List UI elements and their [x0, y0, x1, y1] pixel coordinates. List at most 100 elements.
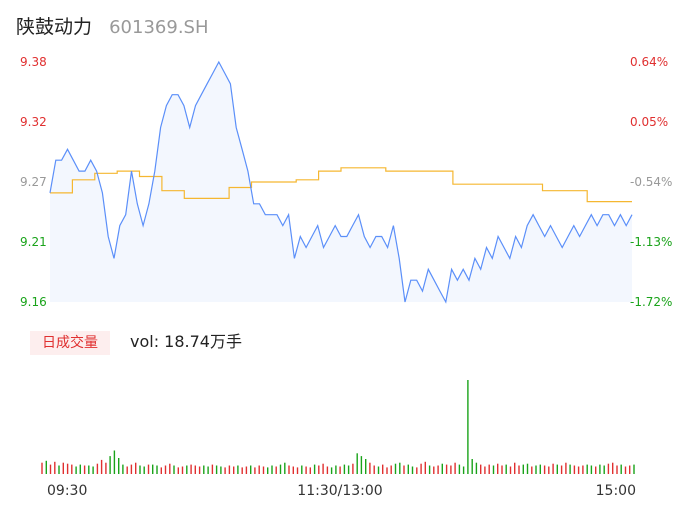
volume-bar — [565, 462, 567, 474]
volume-bar — [113, 450, 116, 474]
volume-bar — [79, 464, 81, 474]
y-tick-right: 0.64% — [630, 55, 668, 69]
volume-bar — [292, 466, 294, 474]
volume-bar — [71, 464, 73, 474]
volume-bar — [531, 466, 533, 474]
volume-bar — [612, 462, 614, 474]
volume-bar — [228, 465, 231, 474]
volume-bar — [160, 467, 162, 474]
x-tick: 11:30/13:00 — [297, 483, 382, 499]
volume-bar — [152, 464, 154, 474]
volume-bar — [267, 467, 269, 474]
volume-bar — [96, 463, 99, 474]
volume-bar — [603, 465, 605, 474]
title-row: 陕鼓动力 601369.SH — [16, 12, 209, 40]
y-tick-left: 9.32 — [20, 115, 47, 129]
volume-bar — [624, 466, 627, 474]
volume-bar — [590, 465, 593, 474]
volume-bar — [514, 462, 516, 474]
volume-bar — [407, 464, 409, 474]
volume-bar — [505, 464, 507, 474]
y-tick-left: 9.27 — [20, 175, 47, 189]
volume-bar — [343, 464, 346, 474]
volume-bar — [45, 460, 47, 474]
volume-bar — [373, 465, 375, 474]
y-ticks-left: 9.38 9.32 9.27 9.21 9.16 — [20, 55, 47, 309]
volume-bar — [484, 466, 486, 474]
volume-bar — [390, 465, 392, 474]
volume-bar — [480, 464, 482, 474]
stock-name: 陕鼓动力 — [16, 16, 93, 38]
volume-bar — [488, 464, 490, 474]
volume-bar — [203, 465, 205, 474]
volume-bar — [75, 466, 77, 474]
volume-bar — [552, 463, 554, 474]
volume-bar — [207, 466, 209, 474]
volume-bar — [194, 465, 196, 474]
volume-bar — [211, 464, 214, 474]
stock-code: 601369.SH — [109, 17, 209, 38]
price-line-layer — [49, 60, 633, 304]
x-tick: 09:30 — [47, 483, 87, 499]
volume-bar — [518, 465, 520, 474]
volume-bar — [471, 459, 473, 474]
volume-bar — [522, 464, 524, 474]
volume-bar — [58, 465, 60, 474]
volume-bar — [326, 466, 329, 474]
volume-bar — [83, 465, 86, 474]
volume-bar — [339, 466, 341, 474]
volume-bar — [88, 465, 90, 474]
volume-bar — [186, 465, 188, 474]
volume-bar — [424, 461, 426, 474]
volume-bar — [428, 465, 431, 474]
volume-bar — [569, 464, 571, 474]
y-tick-left: 9.38 — [20, 55, 47, 69]
volume-bar — [100, 459, 103, 474]
volume-bar — [475, 462, 478, 474]
volume-bar — [441, 463, 443, 474]
volume-bar — [462, 466, 465, 474]
volume-bar — [250, 465, 252, 474]
volume-bar — [54, 461, 56, 474]
y-tick-left: 9.21 — [20, 235, 47, 249]
volume-bar — [539, 464, 541, 474]
volume-bar — [595, 466, 597, 474]
volume-bar — [352, 463, 354, 474]
volume-bar — [347, 465, 350, 474]
volume-bar — [288, 465, 290, 474]
volume-bar — [403, 465, 405, 474]
volume-bar — [560, 465, 563, 474]
volume-bar — [586, 464, 588, 474]
volume-bars — [41, 380, 635, 474]
volume-bar — [92, 466, 94, 474]
y-tick-right: 0.05% — [630, 115, 668, 129]
volume-bar — [322, 463, 324, 474]
volume-bar — [577, 466, 580, 474]
volume-bar — [454, 462, 456, 474]
volume-bar — [262, 466, 265, 474]
volume-bar — [118, 458, 120, 474]
volume-bar — [411, 466, 414, 474]
volume-bar — [135, 462, 137, 474]
volume-bar — [599, 464, 601, 474]
time-axis: 09:30 11:30/13:00 15:00 — [47, 483, 636, 499]
volume-bar — [313, 464, 316, 474]
volume-bar — [109, 456, 111, 474]
volume-bar — [458, 464, 461, 474]
volume-bar — [126, 466, 128, 474]
volume-bar — [275, 466, 277, 474]
avg-line-layer — [50, 167, 632, 203]
volume-bar — [284, 462, 286, 474]
volume-bar — [66, 463, 69, 474]
volume-bar — [147, 464, 150, 474]
volume-tag: 日成交量 — [30, 331, 110, 355]
volume-bar — [497, 463, 499, 474]
volume-bar — [335, 465, 337, 474]
volume-bar — [382, 464, 384, 474]
volume-bar — [360, 456, 363, 474]
volume-bar — [130, 464, 133, 474]
volume-bar — [365, 459, 367, 474]
volume-bar — [356, 453, 358, 474]
price-line — [49, 60, 633, 304]
volume-bar — [330, 467, 333, 474]
